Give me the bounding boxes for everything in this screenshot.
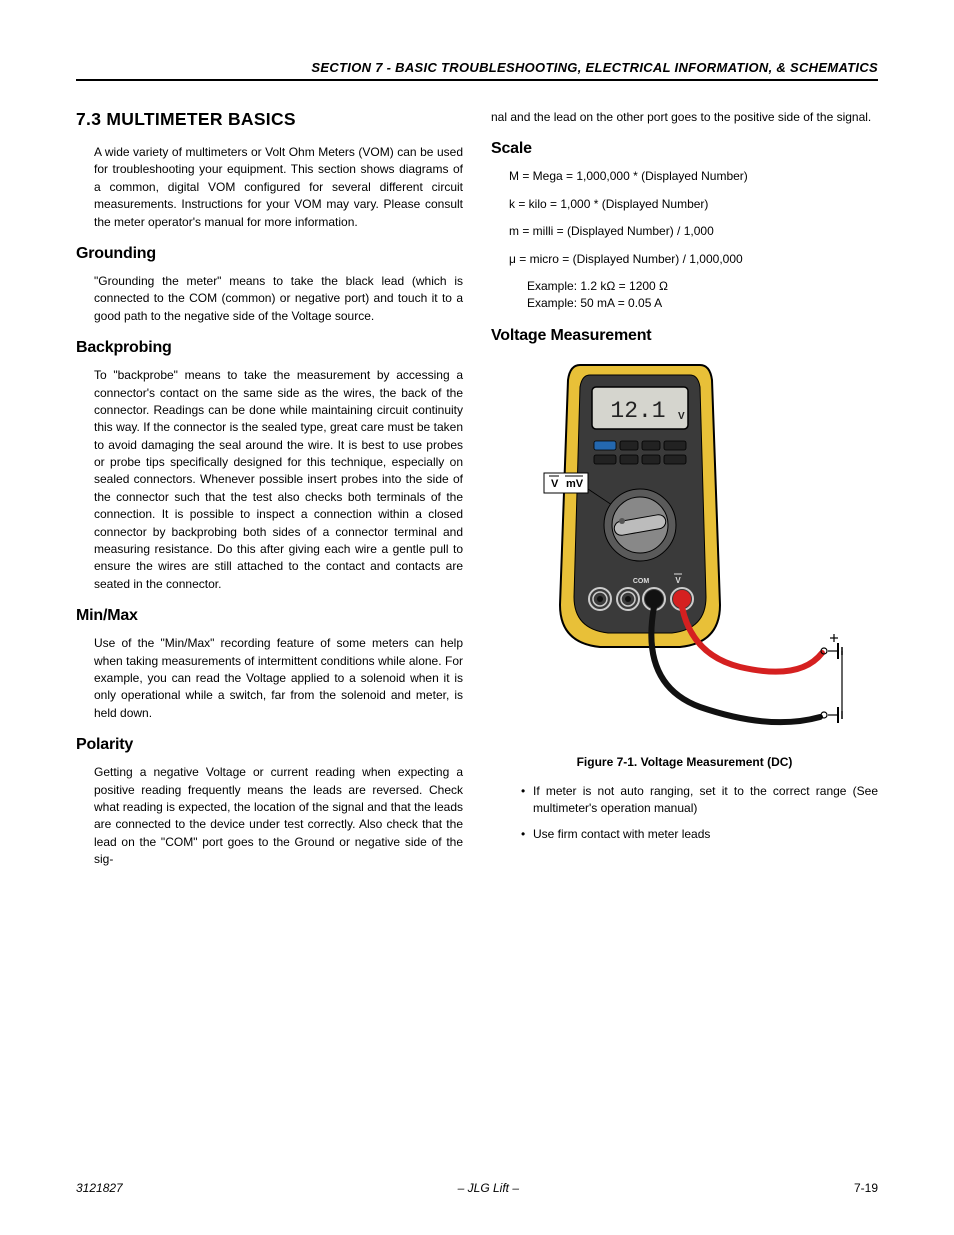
page-number: 7-19: [854, 1181, 878, 1195]
backprobing-heading: Backprobing: [76, 339, 463, 357]
bullet-1: • If meter is not auto ranging, set it t…: [521, 783, 878, 818]
scale-example-2: Example: 50 mA = 0.05 A: [527, 295, 878, 312]
section-title: SECTION 7 - BASIC TROUBLESHOOTING, ELECT…: [76, 60, 878, 75]
scale-mega: M = Mega = 1,000,000 * (Displayed Number…: [509, 168, 878, 185]
port-com-label: COM: [632, 578, 649, 585]
left-column: 7.3 MULTIMETER BASICS A wide variety of …: [76, 109, 463, 877]
scale-micro: μ = micro = (Displayed Number) / 1,000,0…: [509, 251, 878, 268]
footer-center: – JLG Lift –: [458, 1181, 519, 1195]
bullet-2-text: Use firm contact with meter leads: [533, 826, 878, 843]
svg-text:mV: mV: [566, 478, 584, 490]
doc-number: 3121827: [76, 1181, 123, 1195]
bullet-icon: •: [521, 783, 533, 818]
grounding-heading: Grounding: [76, 245, 463, 263]
svg-text:V: V: [551, 478, 559, 490]
polarity-heading: Polarity: [76, 736, 463, 754]
voltage-measurement-figure: 12.1 V V mV: [491, 355, 878, 745]
minmax-heading: Min/Max: [76, 607, 463, 625]
scale-milli: m = milli = (Displayed Number) / 1,000: [509, 223, 878, 240]
scale-heading: Scale: [491, 140, 878, 158]
intro-paragraph: A wide variety of multimeters or Volt Oh…: [94, 144, 463, 231]
continuation-text: nal and the lead on the other port goes …: [491, 109, 878, 126]
port-v-label: V: [675, 576, 681, 585]
figure-caption: Figure 7-1. Voltage Measurement (DC): [491, 755, 878, 769]
page-header: SECTION 7 - BASIC TROUBLESHOOTING, ELECT…: [76, 60, 878, 81]
bullet-1-text: If meter is not auto ranging, set it to …: [533, 783, 878, 818]
minmax-text: Use of the "Min/Max" recording feature o…: [94, 635, 463, 722]
scale-kilo: k = kilo = 1,000 * (Displayed Number): [509, 196, 878, 213]
bullet-icon: •: [521, 826, 533, 843]
display-value: 12.1: [610, 398, 665, 424]
backprobing-text: To "backprobe" means to take the measure…: [94, 367, 463, 593]
scale-example-1: Example: 1.2 kΩ = 1200 Ω: [527, 278, 878, 295]
content-columns: 7.3 MULTIMETER BASICS A wide variety of …: [76, 109, 878, 877]
right-column: nal and the lead on the other port goes …: [491, 109, 878, 877]
display-unit: V: [678, 411, 685, 422]
grounding-text: "Grounding the meter" means to take the …: [94, 273, 463, 325]
voltage-heading: Voltage Measurement: [491, 327, 878, 345]
bullet-2: • Use firm contact with meter leads: [521, 826, 878, 843]
main-heading: 7.3 MULTIMETER BASICS: [76, 109, 463, 130]
page-footer: 3121827 – JLG Lift – 7-19: [76, 1181, 878, 1195]
polarity-text: Getting a negative Voltage or current re…: [94, 764, 463, 868]
multimeter-svg: 12.1 V V mV: [520, 355, 850, 745]
